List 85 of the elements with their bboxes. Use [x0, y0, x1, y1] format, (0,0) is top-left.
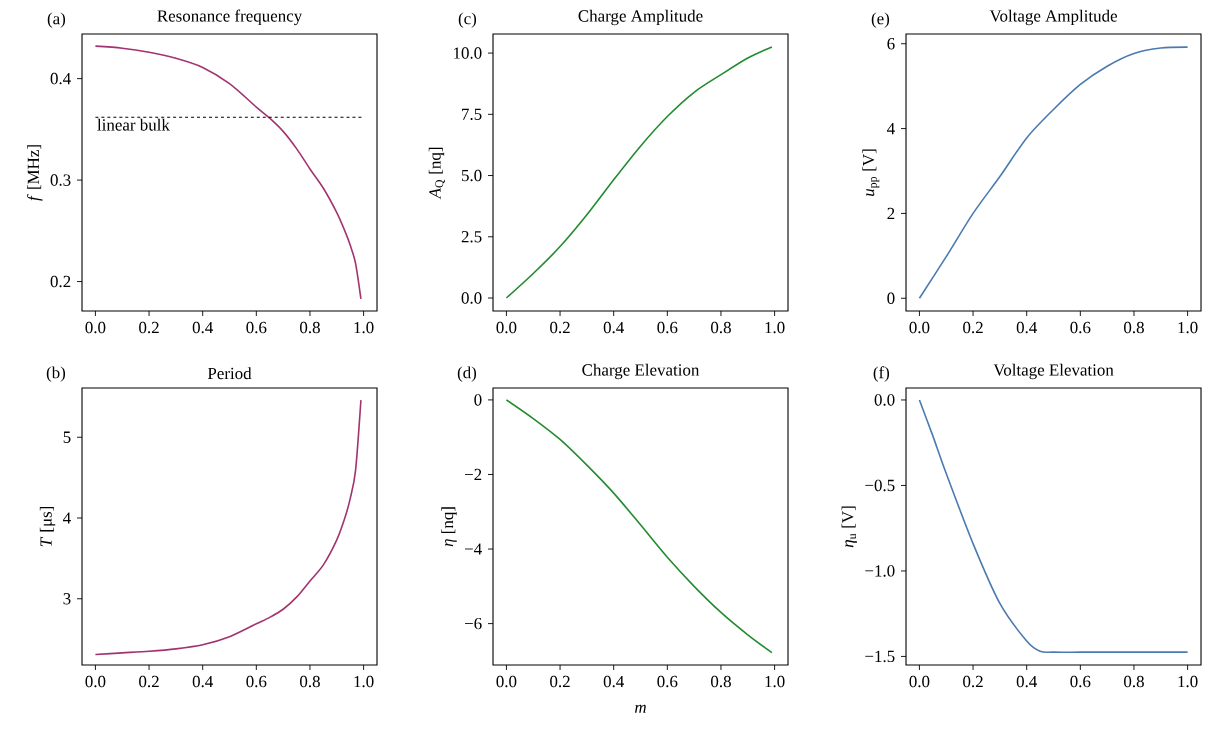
y-tick-label: 0.0: [461, 292, 482, 304]
y-axis-title: η [nq]: [441, 507, 457, 547]
chart-title: Resonance frequency: [157, 9, 303, 26]
text: (a): [47, 12, 66, 28]
text: (f): [873, 366, 890, 382]
y-axis-title: T [μs]: [39, 506, 56, 547]
x-tick-label: 1.0: [765, 675, 785, 688]
y-tick-label: 0.2: [50, 275, 71, 288]
y-tick-label: −0.5: [865, 479, 895, 492]
y-tick-label: 6: [887, 38, 895, 50]
line-series: [505, 399, 773, 654]
x-tick-label: 0.4: [1016, 675, 1038, 688]
y-tick-label: 0.0: [874, 394, 895, 406]
text: (b): [46, 366, 66, 382]
x-tick-label: 1.0: [1178, 321, 1198, 334]
x-axis-title: m: [635, 704, 646, 713]
y-tick-label: 0.4: [50, 72, 71, 85]
y-axis-title: η$_{u}$ [V]: [841, 506, 857, 548]
x-tick-label: 0.6: [1070, 321, 1091, 334]
x-tick-label: 0.6: [657, 675, 678, 688]
x-tick-label: 0.4: [1016, 321, 1038, 334]
x-tick-label: 0.8: [300, 675, 320, 688]
y-tick-label: −6: [464, 617, 482, 630]
x-tick-label: 0.2: [550, 321, 570, 334]
text: (d): [457, 366, 477, 382]
y-tick-label: −1.0: [865, 565, 895, 577]
chart-title: Voltage Elevation: [993, 363, 1114, 380]
line-series: [94, 399, 362, 656]
y-tick-label: −2: [464, 468, 482, 481]
y-axis-title: A$_{Q}$ [nq]: [428, 147, 446, 200]
x-tick-label: 0.2: [139, 675, 159, 688]
x-tick-label: 0.4: [603, 675, 625, 688]
x-tick-label: 0.0: [85, 321, 106, 334]
y-axis-title: u$_{pp}$ [V]: [862, 149, 880, 196]
x-tick-label: 0.0: [909, 321, 930, 334]
chart-title: Voltage Amplitude: [989, 9, 1117, 26]
x-tick-label: 0.8: [300, 321, 320, 334]
y-tick-label: 10.0: [454, 47, 482, 59]
y-axis-title: f [MHz]: [26, 145, 43, 201]
x-tick-label: 0.6: [246, 675, 267, 688]
line-series: [918, 399, 1189, 654]
y-tick-label: 3: [63, 593, 71, 605]
y-tick-label: −4: [464, 543, 482, 555]
x-tick-label: 0.0: [496, 675, 517, 688]
line-series: [94, 45, 362, 300]
text: (e): [871, 12, 890, 28]
x-tick-label: 0.8: [1124, 675, 1144, 688]
y-tick-label: 2.5: [461, 231, 482, 243]
x-tick-label: 0.4: [192, 675, 214, 688]
x-tick-label: 0.8: [711, 675, 731, 688]
x-tick-label: 1.0: [1178, 675, 1198, 688]
x-tick-label: 0.0: [909, 675, 930, 688]
x-tick-label: 0.6: [1070, 675, 1091, 688]
y-tick-label: 0: [887, 292, 895, 304]
line-series: [505, 46, 773, 299]
chart-title: Charge Elevation: [582, 363, 700, 380]
y-tick-label: 2: [887, 207, 895, 220]
x-tick-label: 0.8: [1124, 321, 1144, 334]
x-tick-label: 0.8: [711, 321, 731, 334]
x-tick-label: 0.6: [246, 321, 267, 334]
text: (c): [458, 12, 477, 28]
y-tick-label: −1.5: [865, 650, 895, 663]
y-tick-label: 7.5: [462, 108, 482, 120]
x-tick-label: 0.2: [963, 321, 983, 334]
x-tick-label: 0.2: [139, 321, 159, 334]
y-tick-label: 5: [63, 431, 71, 443]
x-tick-label: 0.0: [496, 321, 517, 334]
y-tick-label: 4: [63, 512, 71, 524]
y-tick-label: 0.3: [50, 174, 71, 186]
x-tick-label: 0.4: [603, 321, 625, 334]
y-tick-label: 5.0: [461, 169, 482, 182]
x-tick-label: 0.2: [550, 675, 570, 688]
x-tick-label: 0.4: [192, 321, 214, 334]
x-tick-label: 1.0: [354, 321, 374, 334]
y-tick-label: 4: [887, 123, 895, 135]
x-tick-label: 0.6: [657, 321, 678, 334]
x-tick-label: 1.0: [765, 321, 785, 334]
x-tick-label: 0.0: [85, 675, 106, 688]
line-series: [918, 46, 1189, 300]
x-tick-label: 0.2: [963, 675, 983, 688]
x-tick-label: 1.0: [354, 675, 374, 688]
chart-title: Charge Amplitude: [578, 9, 703, 26]
ref-line-label: linear bulk: [97, 118, 170, 131]
y-tick-label: 0: [474, 394, 482, 406]
chart-title: Period: [207, 367, 252, 380]
